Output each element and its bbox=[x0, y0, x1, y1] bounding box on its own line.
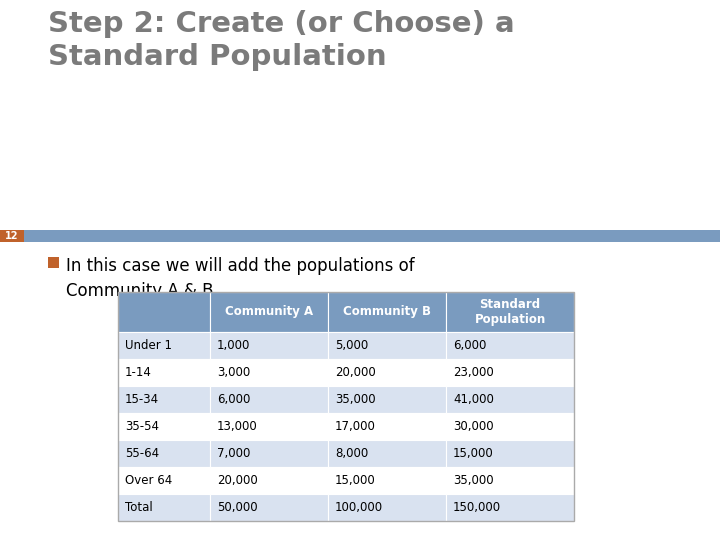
Text: 6,000: 6,000 bbox=[217, 393, 251, 406]
Text: 15,000: 15,000 bbox=[335, 474, 376, 487]
Text: Over 64: Over 64 bbox=[125, 474, 172, 487]
Bar bbox=[446, 332, 574, 359]
Bar bbox=[446, 359, 574, 386]
Text: 100,000: 100,000 bbox=[335, 501, 383, 514]
Bar bbox=[446, 292, 574, 332]
Bar bbox=[210, 494, 328, 521]
Bar bbox=[210, 440, 328, 467]
Text: In this case we will add the populations of: In this case we will add the populations… bbox=[66, 257, 415, 275]
Text: 35,000: 35,000 bbox=[335, 393, 376, 406]
Text: Community B: Community B bbox=[343, 306, 431, 319]
Bar bbox=[118, 292, 574, 521]
Bar bbox=[210, 467, 328, 494]
Text: 35,000: 35,000 bbox=[453, 474, 494, 487]
Bar bbox=[328, 292, 446, 332]
Text: 20,000: 20,000 bbox=[335, 366, 376, 379]
Bar bbox=[118, 359, 210, 386]
Bar bbox=[328, 494, 446, 521]
Bar bbox=[118, 467, 210, 494]
Text: 13,000: 13,000 bbox=[217, 420, 258, 433]
Bar bbox=[328, 359, 446, 386]
Bar bbox=[328, 413, 446, 440]
Text: Under 1: Under 1 bbox=[125, 339, 172, 352]
Text: 41,000: 41,000 bbox=[453, 393, 494, 406]
Text: 20,000: 20,000 bbox=[217, 474, 258, 487]
Text: Step 2: Create (or Choose) a: Step 2: Create (or Choose) a bbox=[48, 10, 515, 38]
Bar bbox=[210, 292, 328, 332]
Text: 7,000: 7,000 bbox=[217, 447, 251, 460]
Text: Total: Total bbox=[125, 501, 153, 514]
Text: 15,000: 15,000 bbox=[453, 447, 494, 460]
Text: 1,000: 1,000 bbox=[217, 339, 251, 352]
Bar bbox=[118, 332, 210, 359]
Bar bbox=[210, 359, 328, 386]
Text: 15-34: 15-34 bbox=[125, 393, 159, 406]
Bar bbox=[446, 440, 574, 467]
Bar bbox=[446, 386, 574, 413]
Text: 55-64: 55-64 bbox=[125, 447, 159, 460]
Text: 35-54: 35-54 bbox=[125, 420, 159, 433]
Text: Standard Population: Standard Population bbox=[48, 43, 387, 71]
Text: 12: 12 bbox=[5, 231, 19, 241]
Text: 1-14: 1-14 bbox=[125, 366, 152, 379]
Bar bbox=[328, 440, 446, 467]
Bar bbox=[328, 467, 446, 494]
Text: 3,000: 3,000 bbox=[217, 366, 251, 379]
Text: Community A: Community A bbox=[225, 306, 313, 319]
Text: 150,000: 150,000 bbox=[453, 501, 501, 514]
Text: Standard
Population: Standard Population bbox=[474, 298, 546, 326]
Bar bbox=[118, 440, 210, 467]
Bar bbox=[328, 332, 446, 359]
Text: Community A & B: Community A & B bbox=[66, 282, 214, 300]
Text: 30,000: 30,000 bbox=[453, 420, 494, 433]
Bar bbox=[446, 494, 574, 521]
Text: 8,000: 8,000 bbox=[335, 447, 368, 460]
Bar bbox=[0, 230, 720, 242]
Bar bbox=[446, 413, 574, 440]
Text: 23,000: 23,000 bbox=[453, 366, 494, 379]
Bar bbox=[328, 386, 446, 413]
Bar bbox=[0, 230, 24, 242]
Bar bbox=[48, 257, 59, 268]
Bar bbox=[210, 386, 328, 413]
Bar bbox=[118, 386, 210, 413]
Bar bbox=[210, 332, 328, 359]
Bar bbox=[118, 494, 210, 521]
Text: 17,000: 17,000 bbox=[335, 420, 376, 433]
Text: 50,000: 50,000 bbox=[217, 501, 258, 514]
Text: 6,000: 6,000 bbox=[453, 339, 487, 352]
Bar bbox=[118, 292, 210, 332]
Text: 5,000: 5,000 bbox=[335, 339, 368, 352]
Bar bbox=[446, 467, 574, 494]
Bar bbox=[210, 413, 328, 440]
Bar bbox=[118, 413, 210, 440]
